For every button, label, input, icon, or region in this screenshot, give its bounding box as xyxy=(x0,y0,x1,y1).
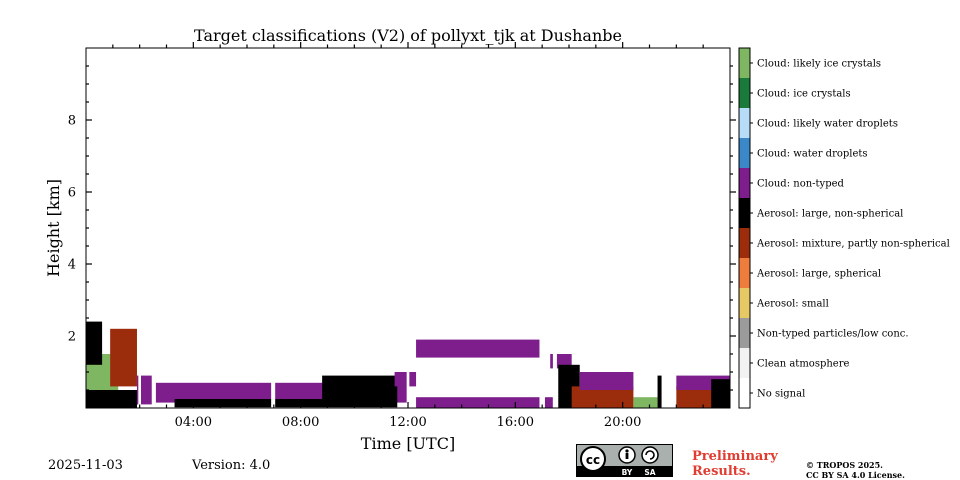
class-region-14 xyxy=(571,386,634,408)
colorbar-label-5: Aerosol: large, non-spherical xyxy=(756,209,903,220)
colorbar-label-3: Cloud: water droplets xyxy=(757,149,868,160)
class-region-2 xyxy=(110,328,137,387)
preliminary-line-1: Preliminary xyxy=(692,449,778,464)
y-tick-label-3: 8 xyxy=(68,114,76,129)
class-region-15 xyxy=(579,372,634,390)
y-axis-label: Height [km] xyxy=(44,179,63,277)
colorbar-swatch-9 xyxy=(739,318,750,348)
x-axis-label: Time [UTC] xyxy=(361,434,455,453)
y-tick-label-1: 4 xyxy=(68,258,76,273)
class-region-7 xyxy=(322,375,398,401)
data-gap-5 xyxy=(552,48,557,408)
data-gap-1 xyxy=(151,48,156,408)
class-region-3 xyxy=(86,321,103,365)
copyright-line-2: CC BY SA 4.0 License. xyxy=(806,470,905,480)
colorbar-swatch-5 xyxy=(739,198,750,228)
x-tick-label-0: 04:00 xyxy=(175,415,212,430)
class-region-20 xyxy=(711,379,730,408)
y-tick-label-0: 2 xyxy=(68,330,76,345)
colorbar-label-10: Clean atmosphere xyxy=(757,359,850,370)
colorbar-swatch-3 xyxy=(739,138,750,168)
by-text: BY xyxy=(622,468,633,476)
cc-text: cc xyxy=(586,453,600,467)
copyright-line-1: © TROPOS 2025. xyxy=(806,460,883,470)
version-label: Version: 4.0 xyxy=(192,458,271,473)
colorbar-label-9: Non-typed particles/low conc. xyxy=(757,329,909,340)
colorbar-label-4: Cloud: non-typed xyxy=(757,179,845,190)
class-region-8 xyxy=(394,372,417,387)
x-tick-label-4: 20:00 xyxy=(604,415,641,430)
class-region-0 xyxy=(86,390,137,408)
colorbar: Cloud: likely ice crystals Cloud: ice cry… xyxy=(738,47,950,409)
colorbar-swatch-11 xyxy=(739,378,750,408)
colorbar-swatch-8 xyxy=(739,288,750,318)
colorbar-label-0: Cloud: likely ice crystals xyxy=(757,59,881,70)
colorbar-swatch-4 xyxy=(739,168,750,198)
colorbar-swatch-10 xyxy=(739,348,750,378)
axes: 04:00 08:00 12:00 16:00 20:00 2 4 6 8 xyxy=(68,42,736,430)
preliminary-results-note: Preliminary Results. xyxy=(692,449,778,479)
colorbar-swatch-1 xyxy=(739,78,750,108)
class-region-11 xyxy=(544,397,553,408)
cc-license-badge[interactable]: cc BY SA xyxy=(576,444,673,477)
colorbar-frame xyxy=(738,47,751,409)
class-region-10 xyxy=(416,339,540,358)
sa-text: SA xyxy=(644,468,655,476)
data-gap-3 xyxy=(406,48,410,408)
class-region-17 xyxy=(657,375,663,408)
colorbar-label-2: Cloud: likely water droplets xyxy=(757,119,898,130)
class-region-9 xyxy=(416,397,540,408)
colorbar-label-1: Cloud: ice crystals xyxy=(757,89,851,100)
data-gap-0 xyxy=(138,48,142,408)
class-region-16 xyxy=(633,397,658,408)
colorbar-swatch-2 xyxy=(739,108,750,138)
y-tick-label-2: 6 xyxy=(68,186,76,201)
x-tick-label-2: 12:00 xyxy=(389,415,426,430)
date-label: 2025-11-03 xyxy=(48,458,123,473)
copyright-note: © TROPOS 2025. CC BY SA 4.0 License. xyxy=(806,460,905,480)
colorbar-label-11: No signal xyxy=(757,389,805,400)
preliminary-line-2: Results. xyxy=(692,464,751,479)
data-gap-6 xyxy=(661,48,665,408)
colorbar-swatch-7 xyxy=(739,258,750,288)
cc-license-icon: cc BY SA xyxy=(577,446,672,476)
data-gap-4 xyxy=(539,48,545,408)
colorbar-swatch-0 xyxy=(739,48,750,78)
class-region-6 xyxy=(174,399,398,408)
x-tick-label-3: 16:00 xyxy=(497,415,534,430)
plot-area xyxy=(86,48,730,408)
colorbar-label-7: Aerosol: large, spherical xyxy=(756,269,881,280)
x-tick-label-1: 08:00 xyxy=(282,415,319,430)
chart-title: Target classifications (V2) of pollyxt_t… xyxy=(194,26,622,45)
colorbar-label-8: Aerosol: small xyxy=(756,299,829,310)
colorbar-label-6: Aerosol: mixture, partly non-spherical xyxy=(756,239,950,250)
colorbar-swatch-6 xyxy=(739,228,750,258)
data-gap-2 xyxy=(271,48,276,408)
